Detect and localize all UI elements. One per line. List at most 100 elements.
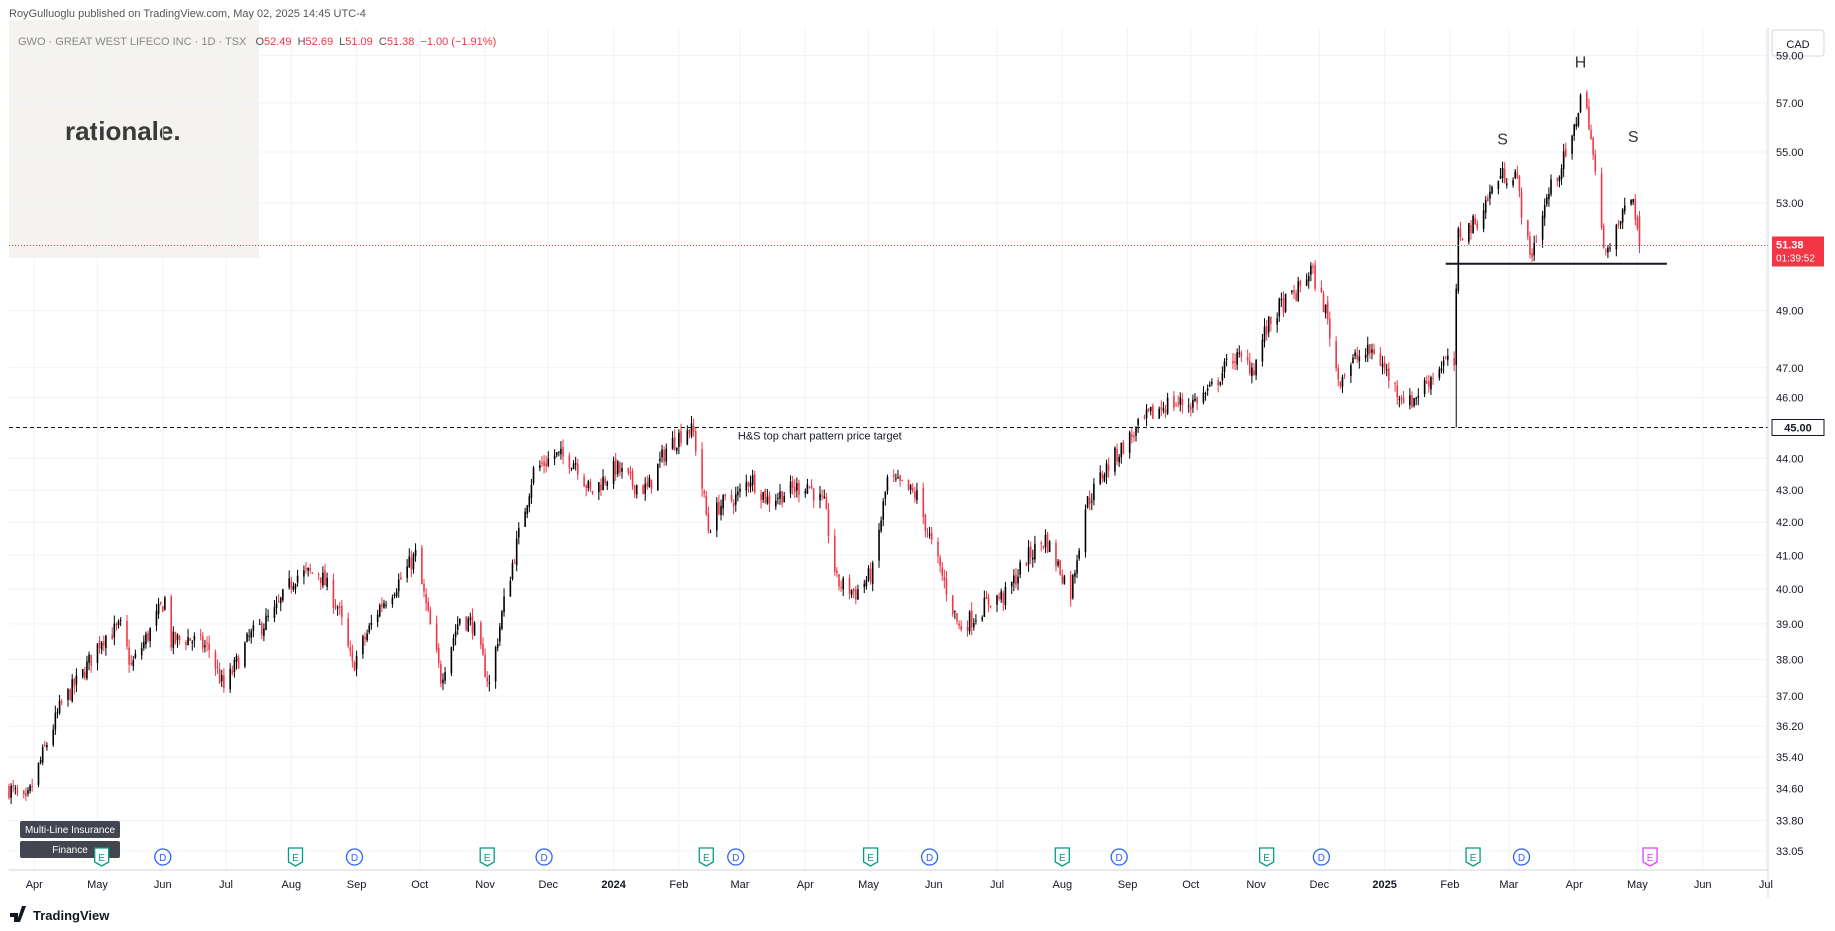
candle-body — [282, 589, 284, 601]
dividend-icon[interactable]: D — [1312, 848, 1331, 866]
candle-body — [1217, 380, 1219, 386]
candle-body — [370, 622, 373, 626]
candle-body — [1048, 541, 1051, 553]
target-label: H&S top chart pattern price target — [738, 430, 902, 442]
dividend-icon[interactable]: D — [727, 848, 745, 866]
candle-body — [366, 633, 368, 641]
candle-body — [1364, 354, 1367, 358]
earnings-icon[interactable]: E — [1258, 847, 1275, 867]
time-tick-label: 2024 — [601, 879, 626, 891]
candle-body — [1358, 356, 1361, 362]
candle-body — [1379, 353, 1382, 366]
time-tick-label: Nov — [1246, 879, 1266, 891]
candle-body — [1550, 179, 1552, 195]
time-scale[interactable]: Apr May Jun Jul Aug Sep Oct Nov Dec 2024 Feb Mar Apr… — [26, 879, 1773, 891]
dividend-icon[interactable]: D — [920, 848, 939, 866]
time-tick-label: Aug — [281, 879, 301, 891]
dividend-icon[interactable]: D — [154, 848, 172, 866]
candle-body — [606, 481, 609, 486]
candles — [8, 90, 1641, 804]
dividend-icon[interactable]: D — [1110, 848, 1128, 866]
candle-body — [496, 644, 499, 648]
candle-body — [1118, 456, 1120, 463]
candle-body — [568, 455, 571, 469]
time-tick-label: May — [1627, 879, 1648, 891]
earnings-icon[interactable]: E — [287, 847, 304, 867]
earnings-icon[interactable]: E — [1054, 847, 1070, 867]
low-label: L — [339, 36, 345, 48]
candle-body — [1162, 408, 1165, 411]
candle-body — [1388, 368, 1390, 381]
earnings-icon[interactable]: E — [862, 847, 879, 867]
candle-body — [1343, 375, 1346, 377]
candle-body — [1381, 363, 1384, 367]
candle-body — [263, 628, 265, 636]
earnings-icon[interactable]: E — [94, 847, 110, 867]
candle-body — [600, 484, 602, 491]
candle-body — [515, 538, 518, 566]
candle-body — [164, 597, 166, 610]
candle-body — [1284, 293, 1287, 312]
industry-badge[interactable] — [20, 821, 120, 838]
earnings-icon[interactable]: E — [1642, 847, 1658, 867]
candle-body — [39, 760, 42, 763]
candle-body — [555, 452, 558, 455]
event-label: E — [98, 853, 105, 864]
candle-body — [1291, 290, 1293, 292]
candle-body — [1615, 225, 1618, 250]
currency-button[interactable] — [1771, 29, 1825, 57]
candle-body — [326, 577, 328, 587]
earnings-icon[interactable]: E — [1465, 847, 1481, 867]
candle-body — [724, 494, 727, 497]
candle-body — [1579, 94, 1582, 112]
candle-body — [892, 474, 895, 478]
price-scale[interactable]: 59.00 57.00 55.00 53.00 49.00 47.00 46.00 44.00… — [1776, 51, 1804, 859]
candle-body — [762, 492, 764, 500]
candle-body — [1253, 370, 1255, 376]
candle-body — [1617, 224, 1620, 226]
candle-body — [31, 786, 33, 788]
candle-body — [718, 501, 720, 515]
candle-body — [1276, 318, 1278, 325]
candle-body — [703, 491, 705, 494]
candle-body — [246, 633, 248, 642]
time-tick-label: Feb — [1440, 879, 1459, 891]
candle-body — [930, 532, 933, 540]
candle-body — [560, 448, 562, 455]
dividend-icon[interactable]: D — [345, 848, 364, 866]
earnings-icon[interactable]: E — [479, 847, 495, 867]
dividend-icon[interactable]: D — [535, 848, 553, 866]
candle-body — [1223, 361, 1226, 372]
candle-body — [140, 647, 143, 656]
candle-body — [678, 432, 680, 448]
candle-body — [812, 488, 815, 501]
dividend-icon[interactable]: D — [1512, 848, 1531, 866]
candle-body — [591, 490, 594, 494]
candle-body — [547, 458, 550, 466]
time-tick-label: Apr — [26, 879, 43, 891]
candle-body — [67, 689, 69, 700]
candle-body — [161, 606, 164, 613]
candle-body — [842, 578, 845, 590]
candle-body — [897, 477, 899, 479]
candle-body — [539, 465, 541, 468]
candle-body — [734, 494, 737, 505]
candle-body — [258, 623, 261, 625]
candle-body — [128, 647, 130, 665]
candle-body — [503, 596, 505, 613]
candle-body — [1261, 339, 1264, 362]
candle-body — [705, 495, 708, 515]
candle-body — [774, 500, 777, 507]
watermark-box — [9, 20, 259, 258]
candle-body — [317, 574, 320, 576]
candle-body — [663, 450, 665, 462]
candle-body — [1512, 180, 1514, 186]
ohlc-legend: GWO · GREAT WEST LIFECO INC · 1D · TSX O… — [18, 36, 496, 48]
candle-body — [1350, 364, 1352, 377]
earnings-icon[interactable]: E — [698, 847, 714, 867]
candle-body — [865, 579, 868, 587]
candle-body — [1295, 293, 1297, 301]
candle-body — [25, 793, 27, 797]
